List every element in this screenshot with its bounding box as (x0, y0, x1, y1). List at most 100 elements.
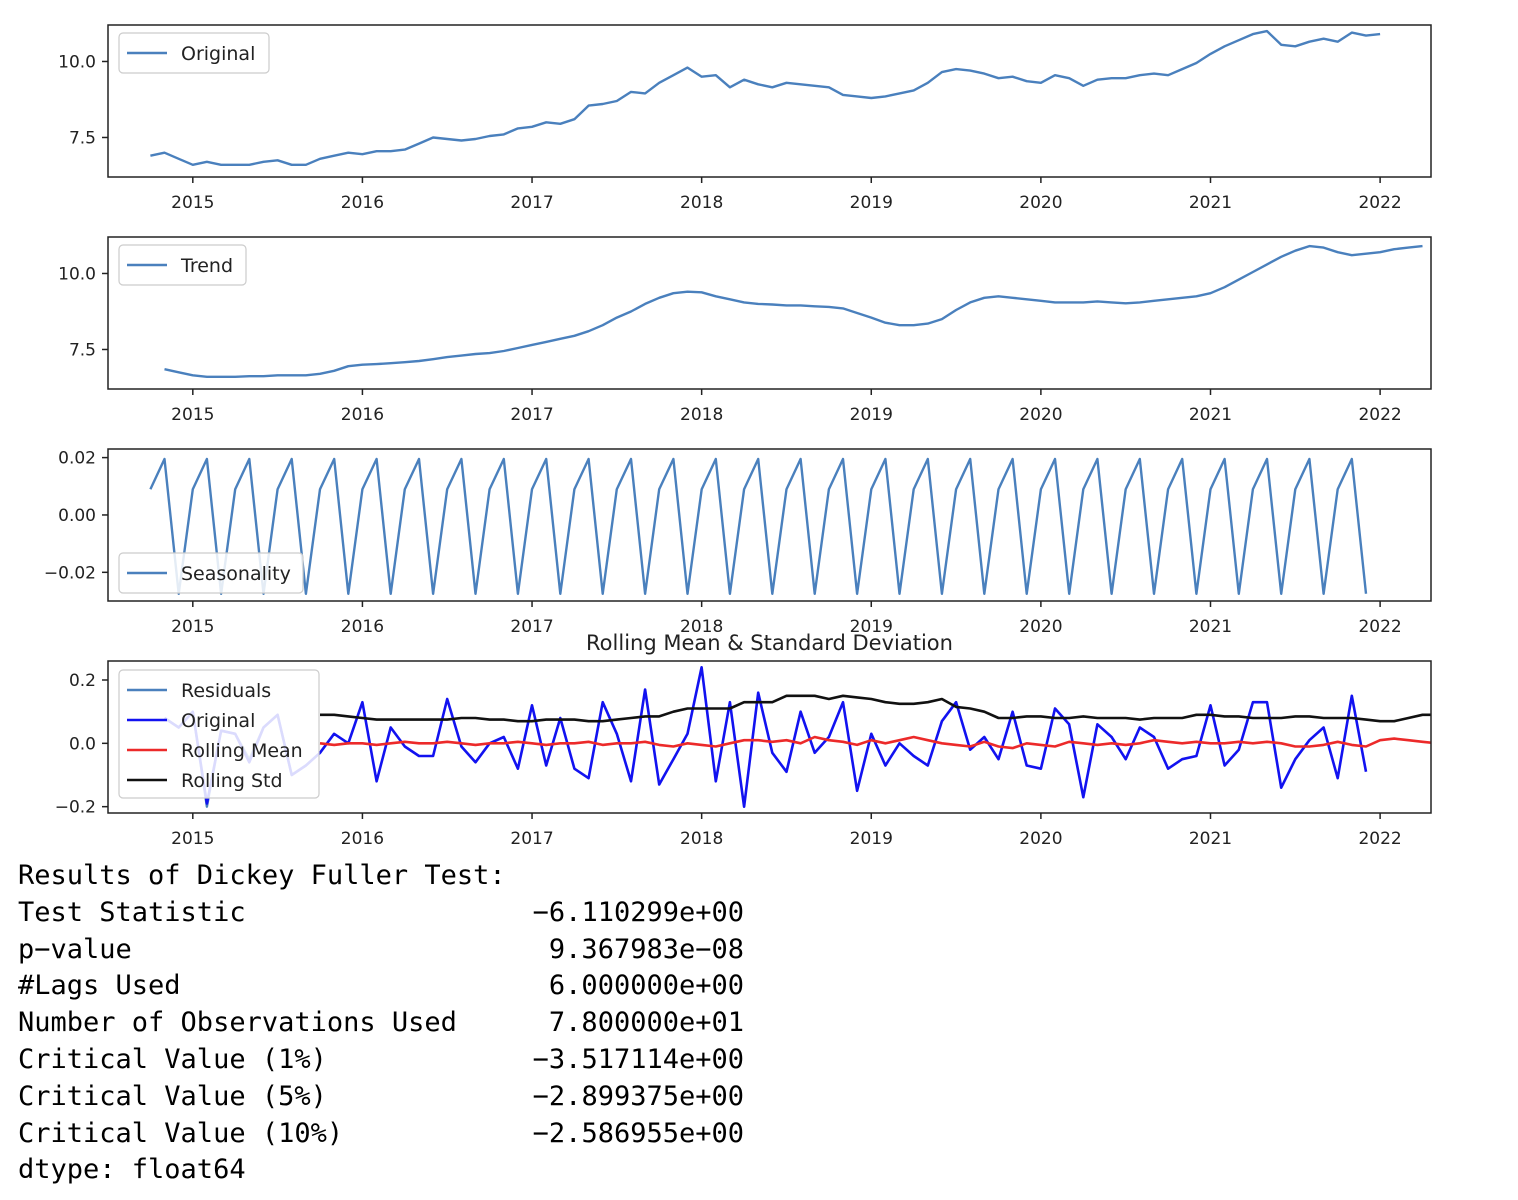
decomposition-charts: 7.5 10.0 2015 2016 2017 2018 2019 2020 2021 2022 O… (44, 24, 1432, 849)
output-footer: dtype: float64 (18, 1154, 246, 1186)
output-value: 7.800000e+01 (548, 1007, 744, 1039)
y-tick-label: −0.02 (44, 563, 96, 583)
x-tick-label: 2020 (1019, 193, 1062, 213)
x-tick-label: 2019 (850, 193, 893, 213)
x-tick-label: 2019 (850, 405, 893, 425)
x-tick-label: 2019 (850, 829, 893, 849)
legend-label: Original (181, 43, 255, 65)
legend: Residuals Original Rolling Mean Rolling Std (118, 669, 320, 799)
series-line-original (150, 29, 1381, 167)
output-value: −6.110299e+00 (532, 896, 744, 928)
output-row-critical-5: Critical Value (5%) −2.899375e+00 (18, 1079, 744, 1116)
output-row-test-statistic: Test Statistic −6.110299e+00 (18, 895, 744, 932)
plot-frame (107, 236, 1432, 390)
y-tick-label: 10.0 (58, 264, 96, 284)
legend-box (118, 669, 320, 799)
output-heading: Results of Dickey Fuller Test: (18, 860, 506, 891)
x-tick-label: 2018 (680, 193, 723, 213)
x-tick-label: 2018 (680, 617, 723, 637)
series-group (163, 665, 1431, 809)
series-line-rolling-mean (319, 735, 1431, 750)
x-tick-label: 2015 (171, 405, 214, 425)
x-tick-label: 2017 (510, 829, 553, 849)
y-tick-label: 7.5 (69, 128, 96, 148)
series-group (164, 244, 1423, 378)
output-value: −3.517114e+00 (532, 1043, 744, 1075)
series-group (149, 457, 1368, 595)
x-tick-label: 2022 (1358, 829, 1401, 849)
x-tick-label: 2021 (1189, 405, 1232, 425)
dickey-fuller-output: Results of Dickey Fuller Test: Test Stati… (18, 858, 744, 1189)
legend: Original (118, 32, 270, 74)
y-tick-label: 10.0 (58, 52, 96, 72)
plot-frame (107, 448, 1432, 602)
x-tick-label: 2016 (341, 405, 384, 425)
chart-panel-4: −0.2 0.0 0.2 2015 2016 2017 2018 2019 2020 2021 20… (55, 631, 1432, 849)
chart-panel-2: 7.5 10.0 2015 2016 2017 2018 2019 2020 2021 2022 T… (58, 236, 1432, 425)
output-label: Critical Value (10%) (18, 1117, 344, 1149)
x-tick-label: 2015 (171, 193, 214, 213)
y-tick-label: 0.2 (69, 671, 96, 691)
chart-panel-3: −0.02 0.00 0.02 2015 2016 2017 2018 2019 2020 202… (44, 448, 1432, 637)
output-label: p−value (18, 933, 132, 965)
legend-label: Residuals (181, 680, 271, 702)
legend-box (118, 244, 247, 286)
x-tick-label: 2022 (1358, 405, 1401, 425)
legend: Seasonality (118, 552, 304, 594)
x-tick-label: 2021 (1189, 829, 1232, 849)
y-tick-label: 7.5 (69, 340, 96, 360)
output-row-observations-used: Number of Observations Used 7.800000e+01 (18, 1005, 744, 1042)
x-tick-label: 2022 (1358, 193, 1401, 213)
x-tick-label: 2015 (171, 829, 214, 849)
x-tick-label: 2016 (341, 617, 384, 637)
y-tick-label: −0.2 (55, 798, 96, 818)
output-value: 9.367983e−08 (548, 933, 744, 965)
x-tick-label: 2016 (341, 193, 384, 213)
x-tick-label: 2018 (680, 405, 723, 425)
x-tick-label: 2015 (171, 617, 214, 637)
legend-label: Original (181, 710, 255, 732)
output-value: 6.000000e+00 (548, 970, 744, 1002)
legend-label: Seasonality (181, 563, 291, 585)
output-label: Critical Value (1%) (18, 1043, 327, 1075)
x-tick-label: 2019 (850, 617, 893, 637)
x-tick-label: 2020 (1019, 829, 1062, 849)
output-row-critical-10: Critical Value (10%) −2.586955e+00 (18, 1116, 744, 1153)
x-tick-label: 2017 (510, 617, 553, 637)
output-row-critical-1: Critical Value (1%) −3.517114e+00 (18, 1042, 744, 1079)
chart-panel-1: 7.5 10.0 2015 2016 2017 2018 2019 2020 2021 2022 O… (58, 24, 1432, 213)
y-tick-label: 0.0 (69, 734, 96, 754)
output-row-p-value: p−value 9.367983e−08 (18, 932, 744, 969)
x-tick-label: 2017 (510, 193, 553, 213)
output-row-lags-used: #Lags Used 6.000000e+00 (18, 968, 744, 1005)
series-line-rolling-std (320, 694, 1431, 723)
y-tick-label: 0.00 (58, 506, 96, 526)
legend-box (118, 552, 304, 594)
x-tick-label: 2021 (1189, 617, 1232, 637)
x-tick-label: 2020 (1019, 405, 1062, 425)
legend-label: Rolling Mean (181, 740, 303, 762)
output-label: Number of Observations Used (18, 1007, 457, 1039)
output-value: −2.899375e+00 (532, 1080, 744, 1112)
output-value: −2.586955e+00 (532, 1117, 744, 1149)
output-label: Test Statistic (18, 896, 246, 928)
y-tick-label: 0.02 (58, 449, 96, 469)
x-tick-label: 2018 (680, 829, 723, 849)
legend-label: Rolling Std (181, 770, 283, 792)
series-line-original (163, 665, 1368, 809)
series-line-trend (164, 244, 1423, 378)
legend-label: Trend (180, 255, 233, 277)
output-label: #Lags Used (18, 970, 181, 1002)
x-tick-label: 2022 (1358, 617, 1401, 637)
plot-frame (107, 660, 1432, 814)
series-line-seasonality (149, 457, 1368, 595)
output-label: Critical Value (5%) (18, 1080, 327, 1112)
x-tick-label: 2020 (1019, 617, 1062, 637)
legend-box (118, 32, 270, 74)
x-tick-label: 2016 (341, 829, 384, 849)
x-tick-label: 2021 (1189, 193, 1232, 213)
series-group (150, 29, 1381, 167)
legend: Trend (118, 244, 247, 286)
chart-title: Rolling Mean & Standard Deviation (586, 631, 953, 655)
plot-frame (107, 24, 1432, 178)
